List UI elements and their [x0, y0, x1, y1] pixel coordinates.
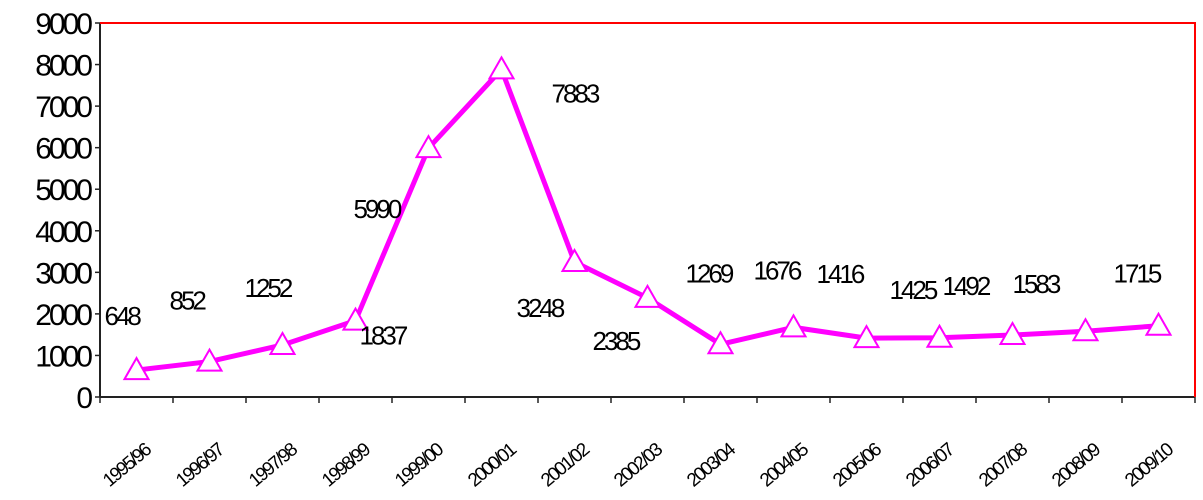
- x-tick-label: 1997/98: [245, 439, 301, 491]
- series-line: [136, 64, 1159, 373]
- data-point-marker: [414, 134, 443, 159]
- x-tick-label: 2002/03: [610, 439, 666, 491]
- data-point-marker: [560, 248, 589, 273]
- data-label: 1416: [817, 259, 865, 289]
- x-tick-label: 2009/10: [1121, 439, 1177, 491]
- x-tick-label: 1996/97: [172, 439, 228, 491]
- data-label: 1252: [245, 273, 293, 303]
- x-tick-label: 2000/01: [464, 439, 520, 491]
- data-labels: 648 852 1252 1837 5990 7883 3248 2385 1269 1676 14…: [105, 78, 1165, 356]
- data-label: 1269: [686, 258, 734, 288]
- data-point-marker: [998, 320, 1027, 345]
- data-point-marker: [779, 313, 808, 338]
- y-tick-label: 7000: [35, 91, 92, 124]
- data-label: 7883: [552, 78, 600, 108]
- plot-border: [100, 22, 1196, 397]
- x-tick-label: 1995/96: [99, 439, 155, 491]
- data-point-marker: [633, 283, 662, 308]
- data-label: 852: [170, 286, 207, 316]
- y-tick-label: 0: [76, 382, 92, 415]
- data-label: 648: [105, 301, 142, 331]
- data-label: 1676: [754, 255, 802, 285]
- data-point-marker: [341, 306, 370, 331]
- y-tick-label: 3000: [35, 257, 92, 290]
- data-label: 1715: [1114, 259, 1162, 289]
- y-axis-ticks: 0 1000 2000 3000 4000 5000 6000 7000 8000 9000: [35, 8, 100, 415]
- y-tick-label: 1000: [35, 340, 92, 373]
- data-label: 1583: [1013, 269, 1061, 299]
- data-point-marker: [1144, 311, 1173, 336]
- data-point-marker: [852, 324, 881, 349]
- data-label: 1492: [943, 271, 991, 301]
- data-point-marker: [925, 323, 954, 348]
- x-axis-ticks: 1995/96 1996/97 1997/98 1998/99 1999/00 2000/…: [99, 397, 1196, 492]
- y-tick-label: 5000: [35, 174, 92, 207]
- x-tick-label: 2006/07: [902, 439, 958, 491]
- x-tick-label: 2001/02: [537, 439, 593, 491]
- data-label: 5990: [354, 194, 402, 224]
- data-point-marker: [122, 356, 151, 381]
- x-tick-label: 2003/04: [683, 439, 740, 492]
- x-tick-label: 2005/06: [829, 439, 885, 491]
- data-point-marker: [1071, 317, 1100, 342]
- data-point-marker: [268, 330, 297, 355]
- data-point-marker: [195, 347, 224, 372]
- x-tick-label: 2007/08: [975, 439, 1031, 491]
- y-tick-label: 8000: [35, 50, 92, 83]
- x-tick-label: 1999/00: [391, 439, 447, 491]
- data-point-marker: [487, 55, 516, 80]
- data-point-marker: [706, 330, 735, 355]
- data-label: 1837: [360, 321, 408, 351]
- data-label: 3248: [517, 293, 565, 323]
- series-markers: [122, 55, 1173, 381]
- x-tick-label: 2004/05: [756, 439, 812, 491]
- y-tick-label: 6000: [35, 133, 92, 166]
- y-tick-label: 4000: [35, 216, 92, 249]
- x-tick-label: 2008/09: [1048, 439, 1104, 491]
- data-label: 2385: [593, 326, 641, 356]
- y-tick-label: 2000: [35, 299, 92, 332]
- data-label: 1425: [890, 275, 938, 305]
- x-tick-label: 1998/99: [318, 439, 374, 491]
- y-tick-label: 9000: [35, 8, 92, 41]
